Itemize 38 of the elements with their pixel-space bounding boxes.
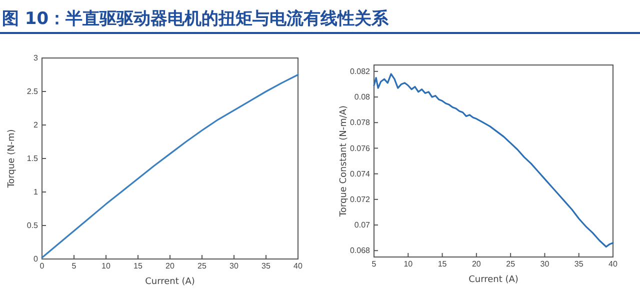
- y-tick-label: 0.068: [350, 246, 371, 256]
- y-tick-label: 0.07: [354, 220, 371, 230]
- y-tick-label: 2: [34, 120, 39, 130]
- y-tick-label: 0.074: [350, 169, 371, 178]
- line-series: [41, 74, 299, 258]
- y-tick-label: 0.08: [354, 92, 371, 102]
- x-tick-label: 5: [372, 260, 377, 269]
- y-tick-label: 0.072: [350, 194, 371, 204]
- x-tick-label: 30: [540, 260, 550, 269]
- x-tick-label: 40: [294, 262, 303, 271]
- x-tick-label: 35: [574, 260, 584, 269]
- chart-title: 图 10：半直驱驱动器电机的扭矩与电流有线性关系: [2, 9, 390, 29]
- y-tick-label: 0.076: [350, 144, 371, 153]
- line-series: [373, 73, 614, 248]
- y-tick-label: 2.5: [26, 87, 39, 96]
- x-tick-label: 15: [134, 262, 143, 271]
- y-tick-label: 0.5: [26, 221, 39, 230]
- x-tick-label: 40: [608, 260, 618, 269]
- x-tick-label: 0: [40, 262, 45, 271]
- x-axis-title: Current (A): [145, 277, 195, 287]
- y-tick-label: 1.5: [26, 154, 39, 164]
- y-axis-title: Torque Constant (N-m/A): [339, 105, 349, 218]
- x-axis-title: Current (A): [468, 275, 518, 285]
- x-tick-label: 20: [166, 262, 175, 271]
- x-tick-label: 30: [230, 262, 239, 271]
- y-tick-label: 0.082: [350, 66, 371, 76]
- x-tick-label: 35: [262, 262, 271, 271]
- x-tick-label: 25: [506, 260, 516, 269]
- x-tick-label: 25: [198, 262, 207, 271]
- y-tick-label: 1: [34, 188, 39, 197]
- x-tick-label: 10: [102, 262, 111, 271]
- x-tick-label: 5: [72, 262, 77, 271]
- y-tick-label: 0.078: [350, 118, 371, 128]
- x-tick-label: 10: [404, 260, 414, 269]
- x-tick-label: 20: [472, 260, 482, 269]
- y-tick-label: 3: [34, 54, 39, 63]
- x-tick-label: 15: [438, 260, 448, 269]
- y-axis-title: Torque (N-m): [7, 129, 17, 189]
